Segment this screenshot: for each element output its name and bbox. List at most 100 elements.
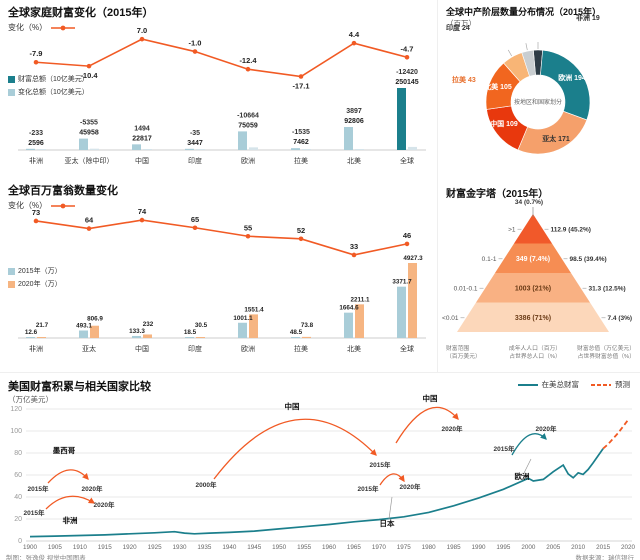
middle-class-title: 全球中产阶层数量分布情况（2015年）	[446, 7, 602, 17]
svg-text:250145: 250145	[395, 79, 418, 86]
middle-class-unit: （百万）	[446, 19, 476, 28]
svg-text:3447: 3447	[187, 140, 203, 147]
svg-text:7.0: 7.0	[137, 26, 147, 35]
svg-text:中国: 中国	[423, 393, 438, 403]
svg-text:2015: 2015	[596, 544, 611, 551]
svg-text:-12420: -12420	[396, 69, 418, 76]
change-total-swatch	[8, 88, 15, 96]
svg-text:1001.1: 1001.1	[233, 315, 253, 322]
pyramid-footnotes: 财富范围（百万美元） 成年人人口（百万）占世界总人口（%） 财富总值（万亿美元）占世…	[446, 344, 635, 360]
svg-text:-7.9: -7.9	[30, 49, 43, 58]
svg-text:1985: 1985	[447, 544, 462, 551]
svg-text:2015年: 2015年	[358, 484, 379, 493]
svg-text:-233: -233	[29, 130, 43, 137]
svg-text:占世界财富总值（%）: 占世界财富总值（%）	[578, 352, 635, 360]
svg-text:财富总值（万亿美元）: 财富总值（万亿美元）	[577, 344, 635, 352]
orange-line-marker-icon	[51, 203, 76, 208]
svg-text:2015年: 2015年	[24, 508, 45, 517]
svg-text:1910: 1910	[73, 544, 88, 551]
svg-text:74: 74	[138, 207, 147, 216]
svg-text:4.4: 4.4	[349, 30, 360, 39]
svg-text:33: 33	[350, 242, 358, 251]
svg-text:1965: 1965	[347, 544, 362, 551]
millionaires-legend: 2015年（万） 2020年（万）	[8, 266, 62, 289]
teal-line-icon	[517, 383, 538, 386]
svg-text:1930: 1930	[172, 544, 187, 551]
svg-text:2020年: 2020年	[536, 424, 557, 433]
svg-text:-1.0: -1.0	[189, 39, 202, 48]
svg-text:中国: 中国	[135, 344, 149, 353]
svg-text:73.8: 73.8	[301, 322, 314, 329]
year-2015-swatch	[8, 267, 15, 275]
legend-2015: 2015年（万）	[8, 266, 62, 276]
svg-text:2015年: 2015年	[370, 460, 391, 469]
svg-text:20: 20	[14, 516, 22, 523]
svg-text:1920: 1920	[123, 544, 138, 551]
svg-text:1003 (21%): 1003 (21%)	[515, 285, 551, 292]
svg-text:欧洲: 欧洲	[241, 156, 255, 165]
svg-text:2005: 2005	[546, 544, 561, 551]
svg-text:1970: 1970	[372, 544, 387, 551]
svg-text:30.5: 30.5	[195, 322, 208, 329]
millionaire-bars	[26, 263, 417, 338]
legend-label: 预测	[615, 380, 630, 389]
svg-text:全球: 全球	[400, 344, 414, 353]
panel-household-wealth: 2596 -233 45958 -5355 22817 1494 3447 -35 75059 -…	[0, 0, 437, 178]
svg-text:48.5: 48.5	[290, 329, 303, 336]
svg-text:1940: 1940	[222, 544, 237, 551]
svg-text:欧洲: 欧洲	[241, 344, 255, 353]
svg-text:52: 52	[297, 226, 305, 235]
household-wealth-legend: 财富总额（10亿美元） 变化总额（10亿美元）	[8, 74, 89, 97]
svg-text:100: 100	[10, 428, 22, 435]
svg-text:1925: 1925	[148, 544, 163, 551]
svg-text:73: 73	[32, 208, 40, 217]
legend-label: 2015年（万）	[18, 268, 62, 275]
svg-text:北美 105: 北美 105	[484, 82, 512, 91]
svg-text:2010: 2010	[571, 544, 586, 551]
svg-text:亚太: 亚太	[82, 344, 96, 353]
svg-text:80: 80	[14, 450, 22, 457]
change-line: -7.9 -10.4 7.0 -1.0 -12.4 -17.1 4.4 -4.7	[30, 26, 414, 90]
svg-text:34 (0.7%): 34 (0.7%)	[515, 199, 543, 206]
svg-text:1950: 1950	[272, 544, 287, 551]
wealth-bars	[26, 88, 417, 150]
grid: 0 20 40 60 80 100 120	[10, 406, 632, 545]
svg-text:2596: 2596	[28, 140, 44, 147]
svg-text:2015年: 2015年	[28, 484, 49, 493]
svg-text:印度 24: 印度 24	[446, 23, 470, 32]
svg-text:1935: 1935	[197, 544, 212, 551]
category-labels: 非洲 亚太（除中印） 中国 印度 欧洲 拉美 北美 全球	[29, 156, 414, 165]
change-percent-text: 变化（%）	[8, 23, 48, 32]
svg-text:3371.7: 3371.7	[392, 279, 412, 286]
orange-dashed-line-icon	[591, 383, 611, 386]
svg-text:1975: 1975	[397, 544, 412, 551]
svg-text:北美: 北美	[347, 156, 361, 165]
svg-text:2020年: 2020年	[400, 482, 421, 491]
svg-text:7.4 (3%): 7.4 (3%)	[608, 315, 633, 322]
svg-text:65: 65	[191, 215, 199, 224]
svg-text:全球: 全球	[400, 156, 414, 165]
svg-text:拉美 43: 拉美 43	[452, 75, 476, 84]
us-wealth-title: 美国财富积累与相关国家比较	[8, 381, 151, 393]
svg-text:3386 (71%): 3386 (71%)	[515, 315, 551, 322]
wealth-pyramid-chart: >1 112.9 (45.2%) 34 (0.7%) 0.1-1 98.5 (39.4%…	[442, 199, 635, 360]
svg-text:非洲: 非洲	[29, 156, 43, 165]
panel-millionaires: 12.6 21.7 493.1 806.9 133.3 232 18.5 30.5 1001.1…	[0, 178, 437, 372]
pyramid-labels: >1 112.9 (45.2%) 34 (0.7%) 0.1-1 98.5 (39.4%…	[442, 199, 632, 322]
svg-text:806.9: 806.9	[87, 315, 103, 322]
svg-text:92806: 92806	[344, 118, 364, 125]
svg-text:2020年: 2020年	[82, 484, 103, 493]
svg-text:1980: 1980	[422, 544, 437, 551]
panel-wealth-pyramid: >1 112.9 (45.2%) 34 (0.7%) 0.1-1 98.5 (39.4%…	[437, 180, 640, 372]
svg-text:非洲: 非洲	[63, 515, 78, 525]
us-wealth-unit: （万亿美元）	[8, 395, 53, 404]
x-axis-labels: 1900 1905 1910 1915 1920 1925 1930 1935 1940 1945…	[23, 544, 636, 551]
svg-text:1900: 1900	[23, 544, 38, 551]
svg-text:1905: 1905	[48, 544, 63, 551]
donut-slices	[485, 49, 591, 155]
svg-text:98.5 (39.4%): 98.5 (39.4%)	[570, 256, 607, 263]
svg-text:1955: 1955	[297, 544, 312, 551]
